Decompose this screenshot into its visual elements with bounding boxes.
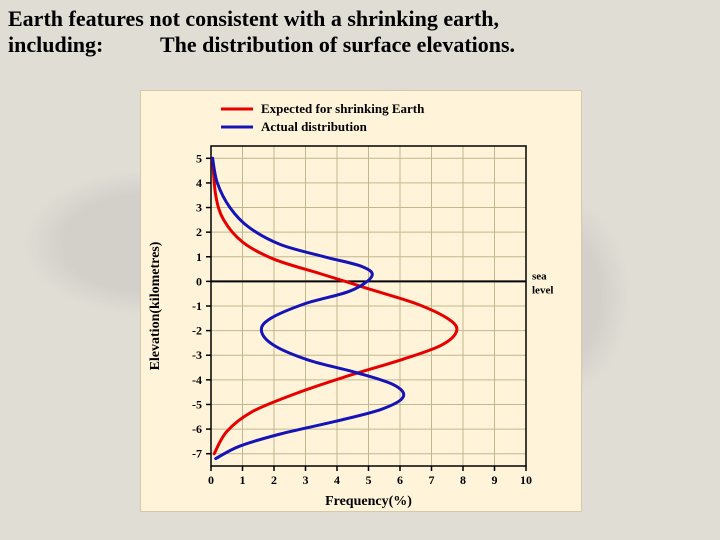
svg-text:level: level bbox=[532, 284, 553, 296]
svg-text:-5: -5 bbox=[192, 397, 202, 411]
svg-text:5: 5 bbox=[366, 473, 372, 487]
svg-text:-7: -7 bbox=[192, 447, 202, 461]
svg-text:-3: -3 bbox=[192, 348, 202, 362]
svg-text:Frequency(%): Frequency(%) bbox=[325, 494, 412, 509]
heading-line1: Earth features not consistent with a shr… bbox=[8, 6, 712, 32]
svg-text:Elevation(kilometres): Elevation(kilometres) bbox=[148, 241, 163, 370]
svg-text:0: 0 bbox=[196, 274, 202, 288]
heading-subtitle: The distribution of surface elevations. bbox=[160, 32, 515, 58]
svg-text:-2: -2 bbox=[192, 324, 202, 338]
svg-text:4: 4 bbox=[334, 473, 340, 487]
svg-text:Expected for shrinking Earth: Expected for shrinking Earth bbox=[261, 101, 425, 116]
svg-text:1: 1 bbox=[196, 250, 202, 264]
svg-text:8: 8 bbox=[460, 473, 466, 487]
svg-text:sea: sea bbox=[532, 270, 547, 282]
svg-text:Actual distribution: Actual distribution bbox=[261, 119, 368, 134]
svg-text:2: 2 bbox=[196, 225, 202, 239]
svg-text:6: 6 bbox=[397, 473, 403, 487]
svg-text:-4: -4 bbox=[192, 373, 202, 387]
svg-text:4: 4 bbox=[196, 176, 202, 190]
svg-text:3: 3 bbox=[196, 201, 202, 215]
svg-text:-1: -1 bbox=[192, 299, 202, 313]
svg-text:3: 3 bbox=[303, 473, 309, 487]
chart-svg: 0 1 2 3 4 5 6 7 8 9 10 -7 -6 -5 -4 -3 -2 -1 0 1 2 3 4 5 Frequenc… bbox=[141, 91, 581, 511]
svg-text:9: 9 bbox=[492, 473, 498, 487]
elevation-distribution-chart: 0 1 2 3 4 5 6 7 8 9 10 -7 -6 -5 -4 -3 -2 -1 0 1 2 3 4 5 Frequenc… bbox=[140, 90, 582, 512]
svg-text:1: 1 bbox=[240, 473, 246, 487]
svg-text:0: 0 bbox=[208, 473, 214, 487]
svg-text:5: 5 bbox=[196, 151, 202, 165]
svg-text:2: 2 bbox=[271, 473, 277, 487]
svg-text:7: 7 bbox=[429, 473, 435, 487]
svg-text:10: 10 bbox=[520, 473, 532, 487]
svg-text:-6: -6 bbox=[192, 422, 202, 436]
